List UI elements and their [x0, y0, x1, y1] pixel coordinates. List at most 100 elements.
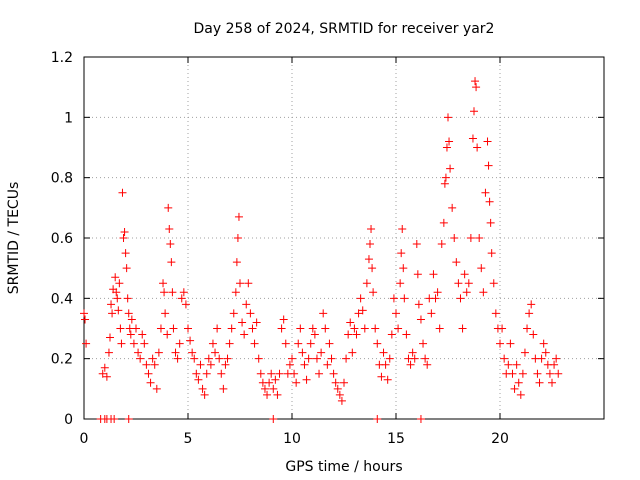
- data-point: [177, 294, 186, 303]
- data-point: [120, 227, 129, 236]
- data-point: [337, 396, 346, 405]
- data-point: [116, 324, 125, 333]
- data-point: [173, 354, 182, 363]
- y-tick-label: 0.4: [51, 291, 73, 307]
- data-point: [441, 173, 450, 182]
- data-point: [136, 354, 145, 363]
- data-point: [265, 378, 274, 387]
- data-point: [114, 306, 123, 315]
- data-point: [431, 294, 440, 303]
- data-point: [383, 375, 392, 384]
- data-point: [444, 113, 452, 122]
- data-point: [456, 294, 465, 303]
- data-point: [150, 360, 159, 369]
- data-point: [485, 197, 494, 206]
- data-point: [271, 375, 280, 384]
- data-point: [234, 212, 243, 221]
- data-point: [416, 315, 425, 324]
- data-point: [148, 354, 157, 363]
- data-point: [315, 369, 324, 378]
- y-tick-label: 1: [64, 110, 73, 126]
- data-point: [134, 348, 143, 357]
- data-point: [225, 339, 234, 348]
- data-point: [254, 354, 263, 363]
- data-point: [396, 279, 405, 288]
- data-point: [82, 339, 91, 348]
- data-point: [527, 300, 536, 309]
- data-point: [373, 339, 382, 348]
- data-point: [167, 258, 176, 267]
- data-point: [529, 330, 538, 339]
- y-tick-label: 0.6: [51, 231, 73, 247]
- data-point: [319, 309, 328, 318]
- data-point: [248, 324, 257, 333]
- data-point: [454, 279, 463, 288]
- data-point: [360, 324, 369, 333]
- x-tick-label: 15: [387, 431, 405, 447]
- data-point: [481, 188, 490, 197]
- data-point: [296, 324, 305, 333]
- data-point: [154, 348, 163, 357]
- data-point: [108, 309, 117, 318]
- axis-ticks: [83, 56, 604, 420]
- data-point: [484, 161, 493, 170]
- data-point: [260, 384, 269, 393]
- data-point: [498, 324, 507, 333]
- data-point: [545, 369, 554, 378]
- chart-title: Day 258 of 2024, SRMTID for receiver yar…: [194, 21, 495, 37]
- data-point: [356, 294, 365, 303]
- data-point: [331, 378, 340, 387]
- data-point: [263, 390, 272, 399]
- data-point: [204, 354, 213, 363]
- data-point: [325, 339, 334, 348]
- data-point: [104, 348, 113, 357]
- data-point: [159, 279, 168, 288]
- data-point: [302, 375, 311, 384]
- data-point: [446, 164, 455, 173]
- data-point: [462, 288, 471, 297]
- data-point: [352, 330, 361, 339]
- data-point: [238, 318, 247, 327]
- data-point: [552, 354, 561, 363]
- data-point: [387, 330, 396, 339]
- data-point: [427, 309, 436, 318]
- data-point: [410, 354, 419, 363]
- data-point: [317, 348, 326, 357]
- data-point: [537, 354, 546, 363]
- data-point: [196, 360, 205, 369]
- data-point: [504, 360, 513, 369]
- data-point: [389, 294, 398, 303]
- data-point: [100, 363, 109, 372]
- grid-lines: [84, 57, 604, 419]
- y-tick-label: 1.2: [51, 50, 73, 66]
- data-point: [200, 390, 209, 399]
- data-point: [500, 354, 509, 363]
- data-point: [124, 309, 133, 318]
- data-point: [221, 360, 230, 369]
- data-point: [486, 218, 495, 227]
- data-point: [329, 369, 338, 378]
- data-point: [367, 224, 376, 233]
- data-point: [117, 339, 126, 348]
- data-point: [166, 240, 175, 249]
- data-point: [124, 415, 133, 423]
- data-point: [520, 348, 529, 357]
- data-point: [414, 300, 423, 309]
- data-point: [107, 300, 116, 309]
- data-point: [371, 324, 380, 333]
- data-point: [400, 294, 409, 303]
- data-point: [179, 288, 188, 297]
- data-point: [288, 354, 296, 363]
- data-point: [471, 77, 480, 86]
- data-point: [333, 384, 342, 393]
- data-point: [416, 415, 425, 423]
- data-point: [165, 224, 174, 233]
- data-point: [392, 309, 400, 318]
- data-point: [188, 348, 197, 357]
- data-point: [514, 378, 523, 387]
- x-axis-label: GPS time / hours: [285, 459, 402, 475]
- data-point: [152, 384, 161, 393]
- data-point: [300, 360, 309, 369]
- data-point: [525, 309, 534, 318]
